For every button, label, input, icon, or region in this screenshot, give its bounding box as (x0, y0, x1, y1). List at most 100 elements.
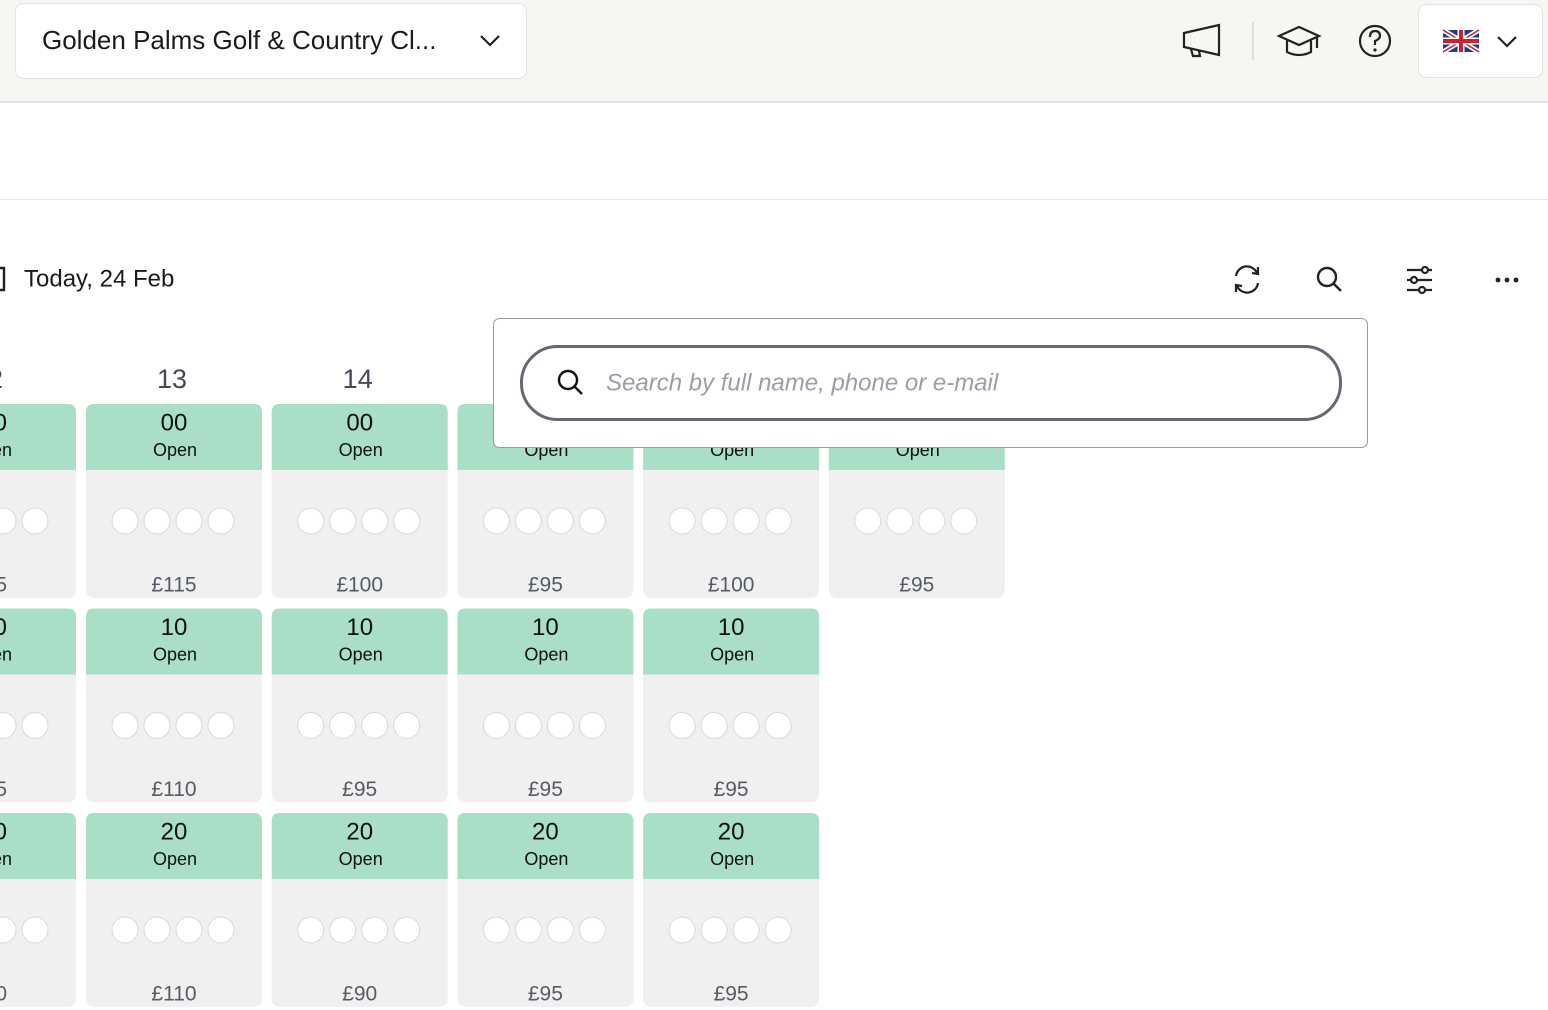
player-slot (297, 916, 325, 944)
tee-time-card[interactable]: 00 Open £100 (271, 404, 448, 598)
tee-minute: 10 (718, 614, 745, 641)
tee-sheet: 20en50en50en01300Open£11510Open£11020Ope… (0, 364, 1005, 1007)
player-slot (764, 916, 792, 944)
card-header (457, 608, 634, 675)
tee-time-card[interactable]: 20 Open £90 (271, 813, 448, 1007)
player-slot (918, 507, 946, 535)
column-hour: 14 (343, 364, 373, 394)
tee-status: Open (710, 644, 754, 664)
tee-minute: 10 (532, 614, 559, 641)
player-slot (111, 916, 139, 944)
search-placeholder: Search by full name, phone or e-mail (606, 369, 999, 396)
tee-minute: 00 (346, 409, 373, 436)
tee-status: Open (524, 849, 568, 869)
tee-status: Open (339, 440, 383, 460)
player-slot (393, 916, 421, 944)
tee-time-card[interactable]: 0 en 0 (0, 813, 76, 1007)
tee-minute: 00 (161, 409, 188, 436)
player-slot (700, 712, 728, 739)
player-slot (393, 712, 421, 739)
card-header (0, 608, 76, 675)
player-slot (207, 916, 235, 944)
card-header (271, 404, 448, 470)
academy-icon[interactable] (1276, 25, 1322, 57)
tee-time-card[interactable]: 10 Open £110 (86, 608, 262, 803)
card-header (271, 813, 448, 879)
player-slot (111, 712, 139, 739)
tee-price: £115 (151, 574, 196, 597)
player-slot (546, 507, 574, 535)
tee-time-card[interactable]: 20 Open £95 (457, 813, 634, 1007)
player-slot (668, 507, 696, 535)
tee-minute: 20 (532, 818, 559, 845)
player-slot (329, 712, 357, 739)
club-selector[interactable] (15, 3, 527, 79)
tee-price: £95 (528, 574, 563, 597)
tee-price: £100 (708, 574, 755, 597)
divider (1252, 22, 1254, 60)
help-icon[interactable] (1358, 24, 1392, 58)
column-hour: 13 (157, 364, 187, 394)
tee-minute: 20 (718, 818, 745, 845)
tee-minute: 10 (346, 614, 373, 641)
more-icon[interactable] (1495, 277, 1519, 283)
player-slot (361, 916, 389, 944)
tee-price: £95 (528, 983, 563, 1006)
player-slot (0, 507, 17, 535)
tee-time-card[interactable]: 20 Open £95 (643, 813, 820, 1007)
tee-price: £100 (336, 574, 383, 597)
player-slot (393, 507, 421, 535)
player-slot (578, 507, 606, 535)
player-slot (175, 916, 203, 944)
player-slot (143, 916, 171, 944)
player-slot (514, 507, 542, 535)
tee-status: en (0, 440, 12, 460)
tee-time-card[interactable]: 20 Open £110 (86, 813, 262, 1007)
player-slot (207, 712, 235, 739)
player-slot (482, 712, 510, 739)
calendar-icon[interactable] (0, 266, 6, 292)
card-header (86, 608, 262, 675)
tee-time-card[interactable]: 0 en 5 (0, 404, 76, 598)
card-header (86, 404, 262, 470)
filter-icon[interactable] (1407, 265, 1432, 295)
player-slot (143, 712, 171, 739)
search-input[interactable] (520, 345, 1342, 421)
player-slot (514, 916, 542, 944)
player-slot (21, 712, 49, 739)
player-slot (854, 507, 882, 535)
tee-time-card[interactable]: 10 Open £95 (457, 608, 634, 803)
date-label: Today, 24 Feb (24, 265, 174, 292)
player-slot (578, 916, 606, 944)
tee-time-card[interactable]: 10 Open £95 (271, 608, 448, 803)
player-slot (21, 916, 49, 944)
announcements-icon[interactable] (1182, 23, 1221, 58)
tee-minute: 0 (0, 409, 7, 436)
player-slot (700, 507, 728, 535)
player-slot (297, 712, 325, 739)
player-slot (297, 507, 325, 535)
player-slot (361, 712, 389, 739)
player-slot (329, 507, 357, 535)
tee-time-card[interactable]: 10 Open £95 (643, 608, 820, 803)
player-slot (764, 507, 792, 535)
tee-time-card[interactable]: 00 Open £115 (86, 404, 262, 598)
player-slot (732, 916, 760, 944)
player-slot (886, 507, 914, 535)
player-slot (175, 712, 203, 739)
language-selector[interactable] (1418, 4, 1543, 78)
tee-time-card[interactable]: 0 en 5 (0, 608, 76, 803)
tee-status: en (0, 849, 12, 869)
player-slot (361, 507, 389, 535)
player-slot (482, 916, 510, 944)
tee-minute: 20 (346, 818, 373, 845)
tee-price: £95 (714, 983, 749, 1006)
player-slot (668, 916, 696, 944)
refresh-icon[interactable] (1234, 265, 1260, 294)
tee-price: £110 (151, 983, 196, 1006)
tee-status: Open (153, 440, 197, 460)
search-icon[interactable] (1316, 266, 1342, 292)
tee-status: Open (710, 849, 754, 869)
player-slot (514, 712, 542, 739)
